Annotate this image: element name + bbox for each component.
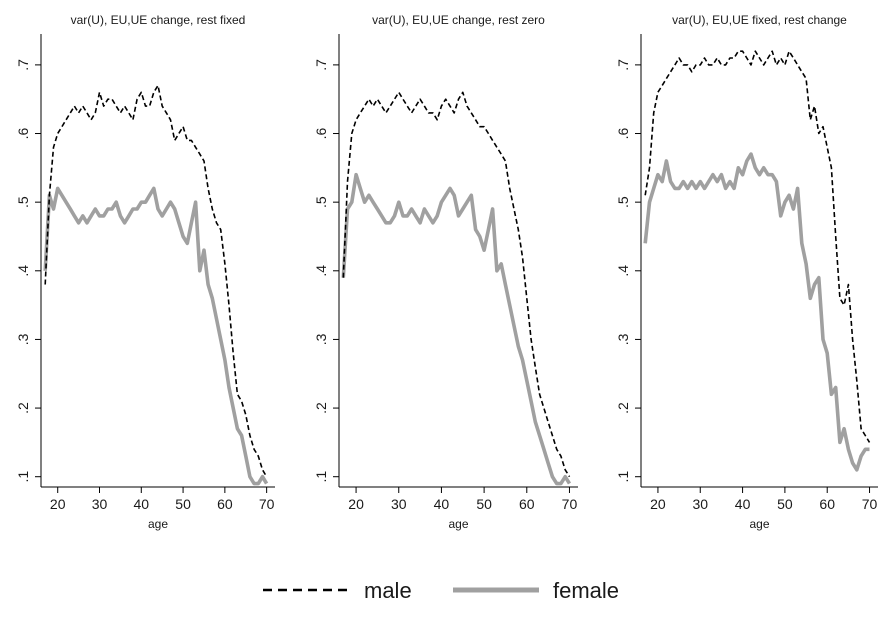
- y-tick-label: .3: [615, 333, 631, 345]
- y-tick-label: .7: [313, 59, 329, 71]
- x-tick-label: 50: [476, 496, 492, 512]
- y-tick-label: .4: [313, 265, 329, 277]
- y-tick-label: .3: [313, 333, 329, 345]
- y-tick-label: .2: [15, 402, 31, 414]
- panel-2: var(U), EU,UE change, rest zero .1 .2 .3 .4.…: [313, 13, 578, 531]
- x-tick-label: 40: [133, 496, 149, 512]
- y-tick-label: .5: [615, 196, 631, 208]
- y-tick-label: .7: [615, 59, 631, 71]
- x-tick-label: 70: [862, 496, 878, 512]
- panels: var(U), EU,UE change, rest fixed .1 .2 .3 .4…: [15, 13, 878, 531]
- y-tick-label: .2: [313, 402, 329, 414]
- x-tick-label: 30: [92, 496, 108, 512]
- y-tick-label: .6: [15, 127, 31, 139]
- y-tick-label: .4: [615, 265, 631, 277]
- legend-female-label: female: [553, 578, 619, 603]
- x-tick-label: 40: [434, 496, 450, 512]
- x-axis-label: age: [448, 517, 468, 531]
- series-line-male: [44, 84, 268, 478]
- series-line-female: [341, 172, 572, 486]
- y-tick-label: .6: [313, 127, 329, 139]
- x-tick-label: 30: [692, 496, 708, 512]
- x-tick-label: 50: [175, 496, 191, 512]
- x-axis-label: age: [749, 517, 769, 531]
- y-tick-label: .1: [615, 471, 631, 483]
- series-line-female: [43, 186, 269, 486]
- panel-title: var(U), EU,UE fixed, rest change: [672, 13, 847, 27]
- panel-1: var(U), EU,UE change, rest fixed .1 .2 .3 .4…: [15, 13, 275, 531]
- x-tick-label: 20: [50, 496, 66, 512]
- x-axis-label: age: [148, 517, 168, 531]
- y-tick-label: .5: [15, 196, 31, 208]
- y-tick-label: .1: [313, 471, 329, 483]
- series-line-male: [644, 50, 871, 443]
- x-tick-label: 50: [777, 496, 793, 512]
- y-tick-label: .5: [313, 196, 329, 208]
- x-tick-label: 20: [348, 496, 364, 512]
- y-tick-label: .3: [15, 333, 31, 345]
- x-tick-label: 40: [735, 496, 751, 512]
- legend: male female: [263, 578, 619, 603]
- y-tick-label: .4: [15, 265, 31, 277]
- panel-3: var(U), EU,UE fixed, rest change .1 .2 .3 .4…: [615, 13, 878, 531]
- panel-title: var(U), EU,UE change, rest zero: [372, 13, 545, 27]
- x-tick-label: 70: [259, 496, 275, 512]
- y-tick-label: .1: [15, 471, 31, 483]
- x-tick-label: 20: [650, 496, 666, 512]
- y-tick-label: .6: [615, 127, 631, 139]
- y-tick-label: .2: [615, 402, 631, 414]
- panel-title: var(U), EU,UE change, rest fixed: [71, 13, 246, 27]
- y-tick-label: .7: [15, 59, 31, 71]
- x-tick-label: 60: [819, 496, 835, 512]
- x-tick-label: 70: [562, 496, 578, 512]
- legend-male-label: male: [364, 578, 412, 603]
- x-tick-label: 60: [519, 496, 535, 512]
- series-line-female: [643, 152, 870, 472]
- x-tick-label: 60: [217, 496, 233, 512]
- x-tick-label: 30: [391, 496, 407, 512]
- series-line-male: [342, 91, 571, 478]
